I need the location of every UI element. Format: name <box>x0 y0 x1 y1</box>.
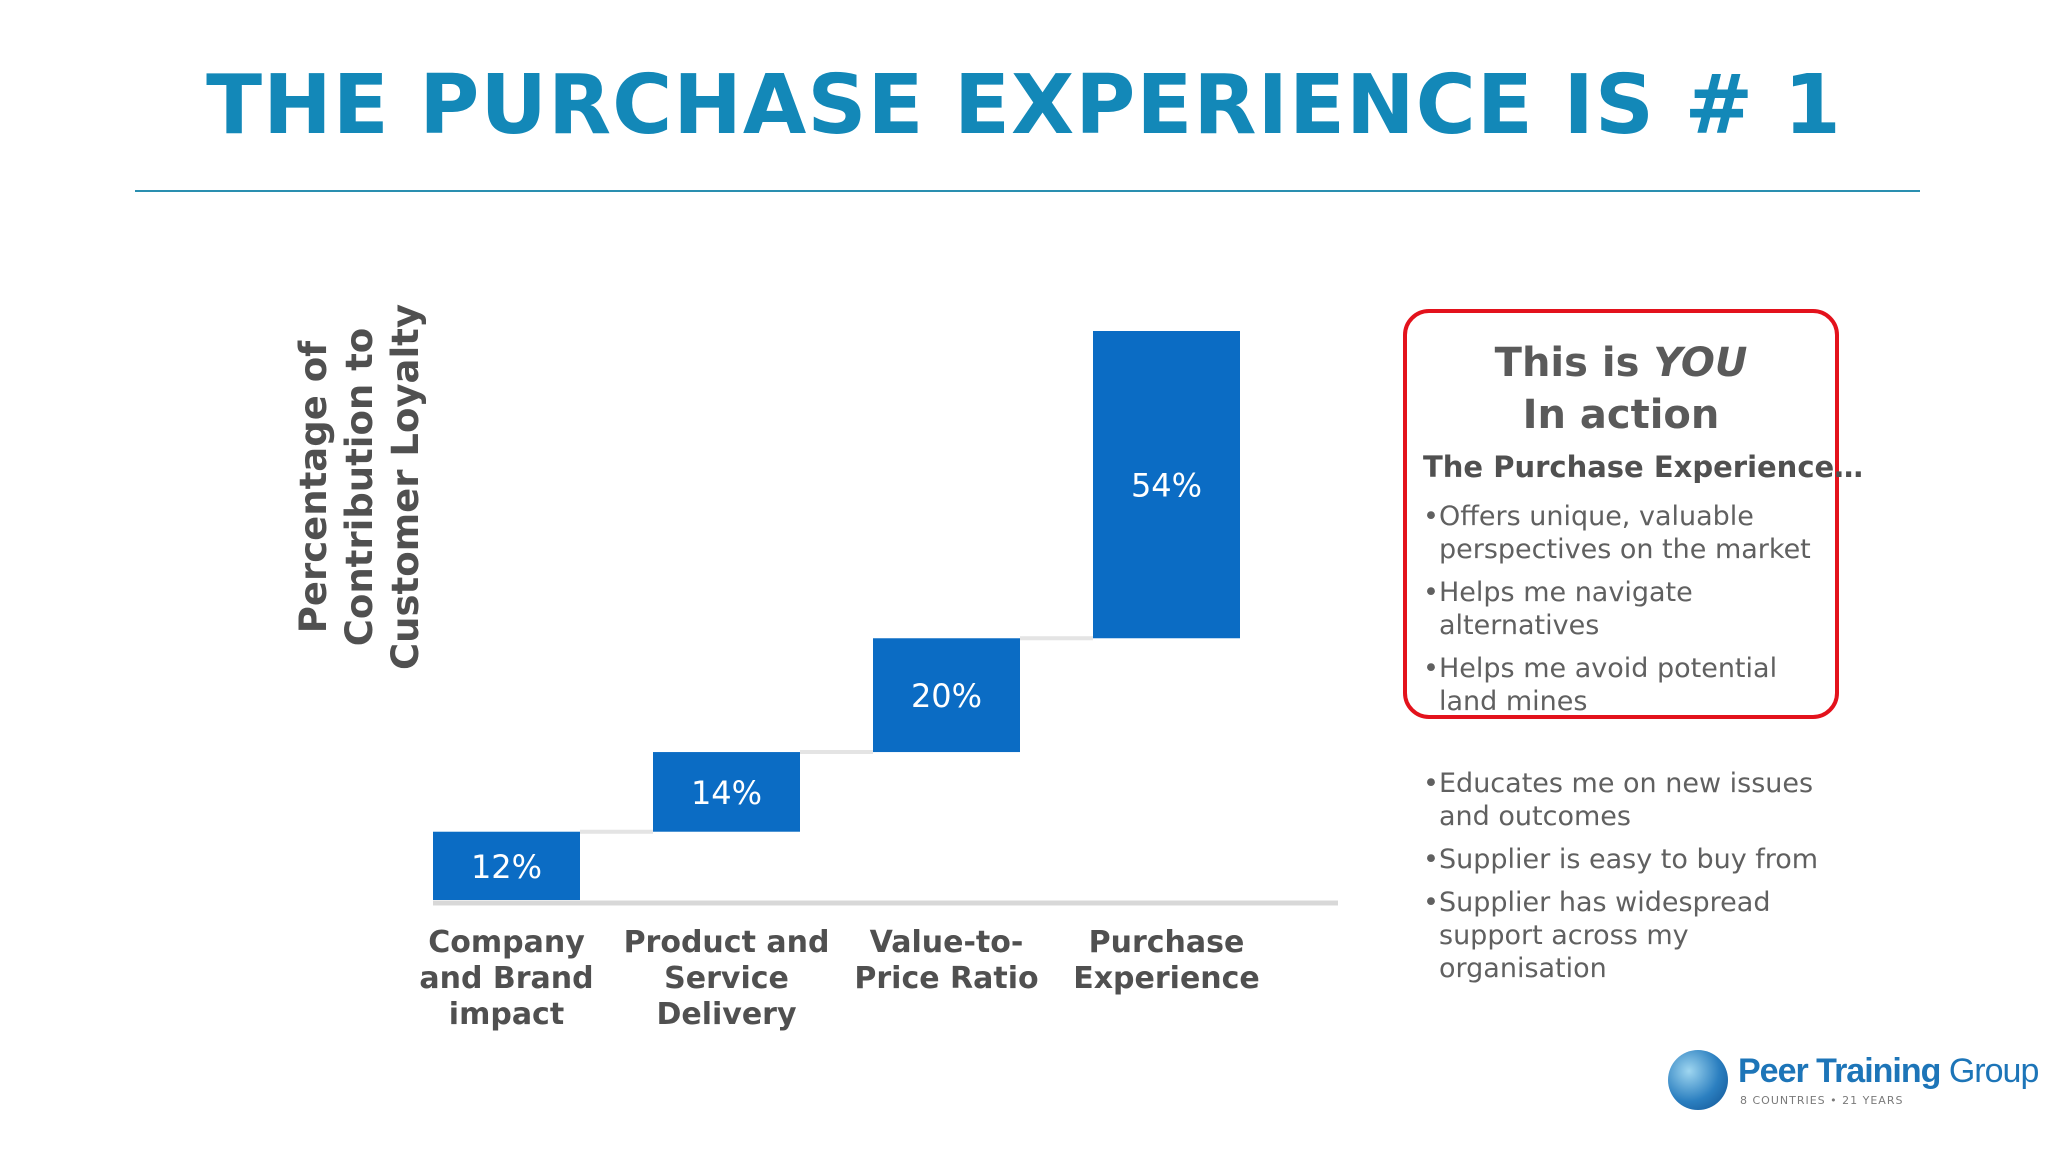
category-label: Company and Brand impact <box>419 925 594 1032</box>
category-label: Product and Service Delivery <box>623 925 830 1032</box>
callout-heading-emphasis: YOU <box>1653 340 1748 386</box>
list-item: Educates me on new issues and outcomes <box>1423 767 1843 833</box>
callout-heading-prefix: This is <box>1494 340 1654 386</box>
list-item: Supplier is easy to buy from <box>1423 843 1843 876</box>
data-label: 54% <box>1131 467 1202 505</box>
category-label: Value-to-Price Ratio <box>854 925 1039 996</box>
bar <box>653 752 800 832</box>
data-label: 12% <box>471 848 542 886</box>
list-item: Supplier has widespread support across m… <box>1423 886 1843 985</box>
callout-subheading: The Purchase Experience… <box>1423 450 1864 484</box>
callout-heading: This is YOU In action <box>1403 337 1839 441</box>
company-logo: Peer Training Group 8 COUNTRIES • 21 YEA… <box>1668 1050 2039 1112</box>
callout-heading-line2: In action <box>1522 392 1720 438</box>
category-label: Purchase Experience <box>1073 925 1260 996</box>
data-label: 20% <box>911 677 982 715</box>
list-item: Helps me navigate alternatives <box>1423 576 1843 642</box>
globe-icon <box>1668 1050 1728 1110</box>
bar <box>873 638 1020 753</box>
callout-list: Offers unique, valuable perspectives on … <box>1423 500 1843 728</box>
title-divider <box>135 190 1920 192</box>
page-title: THE PURCHASE EXPERIENCE IS # 1 <box>206 58 1842 153</box>
bar <box>1093 331 1240 639</box>
extra-list: Educates me on new issues and outcomes S… <box>1423 767 1843 995</box>
logo-tagline: 8 COUNTRIES • 21 YEARS <box>1740 1094 1904 1107</box>
logo-name: Peer Training Group <box>1738 1052 2039 1090</box>
list-item: Offers unique, valuable perspectives on … <box>1423 500 1843 566</box>
data-label: 14% <box>691 774 762 812</box>
bar <box>433 831 580 900</box>
list-item: Helps me avoid potential land mines <box>1423 652 1843 718</box>
